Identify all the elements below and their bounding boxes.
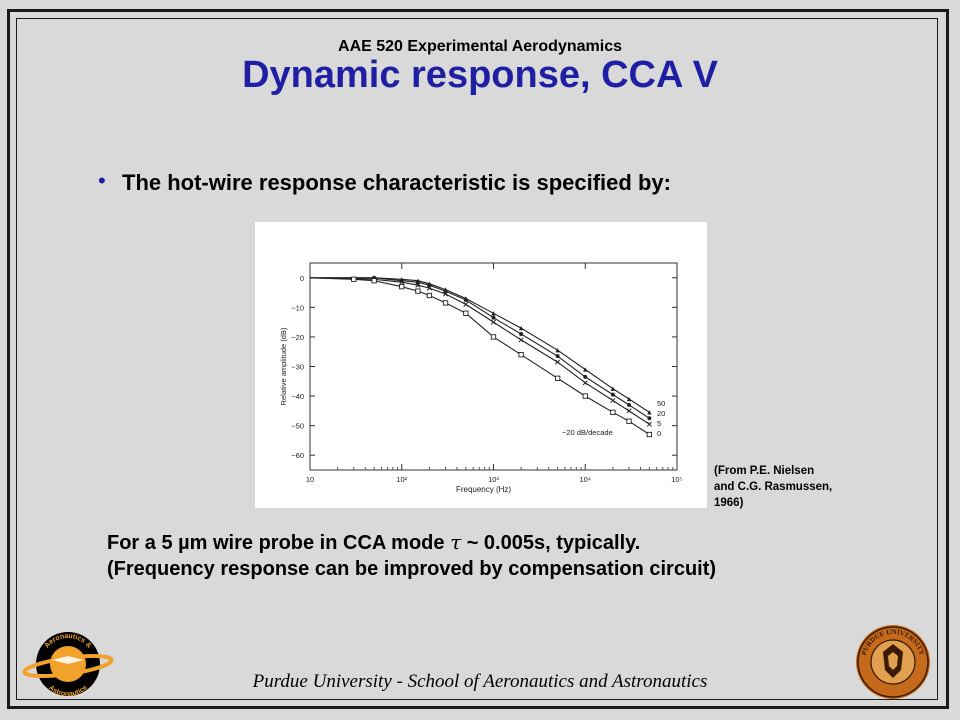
data-point xyxy=(626,408,632,414)
data-point xyxy=(443,289,448,294)
data-point xyxy=(442,291,449,297)
y-tick-label: −20 xyxy=(291,333,304,342)
purdue-university-seal: PURDUE UNIVERSITY xyxy=(853,622,933,707)
data-point xyxy=(351,276,357,282)
y-axis-label: Relative amplitude (dB) xyxy=(279,327,288,405)
note-line-2: (Frequency response can be improved by c… xyxy=(107,558,717,580)
data-point xyxy=(582,393,588,399)
y-tick-label: −10 xyxy=(291,303,304,312)
y-tick-label: −30 xyxy=(291,363,304,372)
data-point xyxy=(518,325,524,331)
note-text: For a 5 µm wire probe in CCA mode τ ~ 0.… xyxy=(107,529,716,582)
data-point xyxy=(399,284,405,290)
slide-border-inner xyxy=(16,18,938,700)
y-tick-label: 0 xyxy=(300,274,304,283)
tau-symbol: τ xyxy=(450,530,462,554)
data-point xyxy=(415,288,421,294)
y-tick-label: −50 xyxy=(291,422,304,431)
data-point xyxy=(463,310,469,316)
data-point xyxy=(627,402,632,407)
data-point xyxy=(610,397,616,404)
x-tick-label: 10⁴ xyxy=(579,475,591,484)
data-point xyxy=(610,386,616,391)
data-point xyxy=(415,282,421,288)
slide-title: Dynamic response, CCA V xyxy=(242,54,718,96)
footer-text: Purdue University - School of Aeronautic… xyxy=(252,671,708,692)
x-tick-label: 10⁵ xyxy=(671,475,682,484)
series-label: 0 xyxy=(657,429,661,438)
data-point xyxy=(646,431,653,438)
data-point xyxy=(626,396,632,402)
series-label: 50 xyxy=(657,399,665,408)
bullet-marker: • xyxy=(98,168,106,193)
x-axis-label: Frequency (Hz) xyxy=(456,485,511,494)
note-line-1-prefix: For a 5 µm wire probe in CCA mode xyxy=(107,532,451,554)
data-point xyxy=(490,334,497,340)
series-line xyxy=(310,277,650,419)
x-tick-label: 10 xyxy=(306,475,314,484)
y-tick-label: −40 xyxy=(291,392,304,401)
data-point xyxy=(442,300,449,306)
y-tick-label: −60 xyxy=(291,451,304,460)
data-point xyxy=(583,374,588,379)
data-point xyxy=(463,297,468,302)
citation-line: (From P.E. Nielsen xyxy=(714,465,815,477)
chart-annotation: −20 dB/decade xyxy=(562,428,613,437)
slide-border-outer xyxy=(7,9,949,709)
frequency-response-chart: 0 −10 −20 −30 −40 −50 −60 10 10² 10³ 10⁴ 10⁵ Frequen… xyxy=(279,262,683,494)
data-point xyxy=(582,380,588,386)
plot-frame xyxy=(309,262,678,471)
data-point xyxy=(647,410,652,415)
data-point xyxy=(490,319,497,325)
data-point xyxy=(554,375,561,381)
citation-line: and C.G. Rasmussen, xyxy=(714,481,833,493)
course-title: AAE 520 Experimental Aerodynamics xyxy=(338,38,622,55)
series-line xyxy=(310,277,650,413)
data-point xyxy=(610,392,615,397)
x-tick-label: 10³ xyxy=(488,475,499,484)
series-line xyxy=(309,277,650,425)
data-point xyxy=(518,352,524,358)
data-point xyxy=(371,278,377,284)
x-tick-label: 10² xyxy=(396,475,407,484)
data-point xyxy=(399,279,405,285)
figure-citation: (From P.E. Nielsen and C.G. Rasmussen, 1… xyxy=(714,463,874,511)
bullet-text: The hot-wire response characteristic is … xyxy=(122,170,671,195)
data-point xyxy=(555,354,560,359)
data-point xyxy=(626,418,632,424)
data-point xyxy=(491,311,496,316)
data-point xyxy=(610,409,616,415)
citation-line: 1966) xyxy=(714,497,744,509)
data-point xyxy=(646,421,652,427)
data-point xyxy=(519,331,524,336)
data-point xyxy=(555,359,561,365)
data-point xyxy=(583,367,588,372)
data-point xyxy=(555,348,560,353)
series-label: 5 xyxy=(657,419,661,428)
data-point xyxy=(415,280,420,285)
aeronautics-astronautics-logo: Aeronautics & Astronautics xyxy=(22,630,114,703)
data-point xyxy=(426,292,433,299)
note-line-1-suffix: ~ 0.005s, typically. xyxy=(461,532,641,554)
data-point xyxy=(426,285,432,291)
data-point xyxy=(647,416,652,421)
data-point xyxy=(463,301,469,307)
data-point xyxy=(518,337,524,343)
note-line-1: For a 5 µm wire probe in CCA mode τ ~ 0.… xyxy=(107,529,716,556)
frequency-response-figure: 0 −10 −20 −30 −40 −50 −60 10 10² 10³ 10⁴ 10⁵ Frequen… xyxy=(255,222,707,508)
data-point xyxy=(427,283,432,288)
data-point xyxy=(491,315,496,320)
series-line xyxy=(309,277,650,435)
series-label: 20 xyxy=(657,409,665,418)
